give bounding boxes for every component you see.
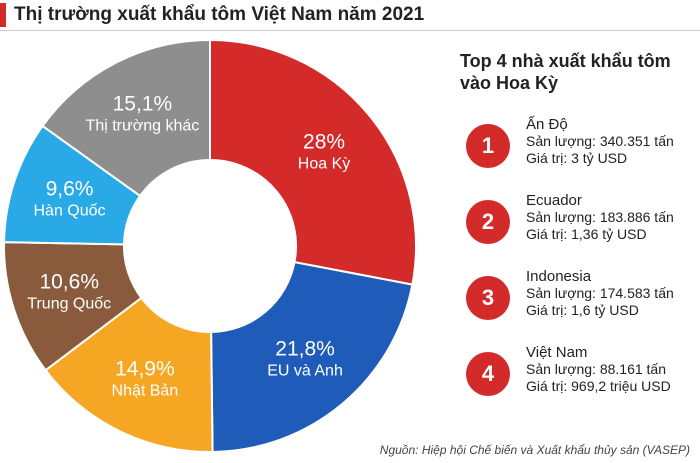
- exporter-value: Giá trị: 969,2 triệu USD: [526, 378, 671, 394]
- category-label: Trung Quốc: [27, 295, 112, 313]
- exporter-text: Ấn Độ Sản lượng: 340.351 tấn Giá trị: 3 tỷ…: [526, 116, 674, 167]
- category-label: Hoa Kỳ: [297, 155, 351, 173]
- category-label: Thị trường khác: [85, 117, 200, 135]
- exporter-text: Indonesia Sản lượng: 174.583 tấn Giá trị: …: [526, 268, 674, 319]
- rank-badge: 3: [466, 276, 510, 320]
- donut-slice: [44, 296, 214, 453]
- exporter-value: Giá trị: 1,6 tỷ USD: [526, 302, 639, 318]
- donut-slice: [209, 38, 417, 286]
- slice-label: 28% Hoa Kỳ: [264, 130, 384, 173]
- slice-label: 14,9% Nhật Bản: [85, 357, 205, 400]
- exporter-name: Ecuador: [526, 192, 582, 209]
- exporter-text: Việt Nam Sản lượng: 88.161 tấn Giá trị: 96…: [526, 344, 671, 395]
- title-bar: Thị trường xuất khẩu tôm Việt Nam năm 20…: [0, 0, 700, 31]
- chart-title: Thị trường xuất khẩu tôm Việt Nam năm 20…: [14, 4, 425, 25]
- rank-badge: 4: [466, 352, 510, 396]
- title-accent: [0, 3, 6, 27]
- slice-label: 9,6% Hàn Quốc: [10, 178, 130, 221]
- value-label: 28%: [303, 130, 346, 154]
- exporter-value: Giá trị: 3 tỷ USD: [526, 150, 628, 166]
- exporter-name: Indonesia: [526, 268, 592, 285]
- slice-label: 21,8% EU và Anh: [245, 338, 365, 381]
- value-label: 14,9%: [115, 357, 175, 381]
- exporter-text: Ecuador Sản lượng: 183.886 tấn Giá trị: 1,…: [526, 192, 674, 243]
- value-label: 10,6%: [39, 270, 99, 294]
- value-label: 21,8%: [275, 337, 335, 361]
- donut-slice: [41, 38, 211, 198]
- rank-badge: 1: [466, 124, 510, 168]
- slice-label: 15,1% Thị trường khác: [82, 93, 202, 136]
- panel-title: Top 4 nhà xuất khẩu tôm vào Hoa Kỳ: [460, 51, 671, 93]
- rank-badge: 2: [466, 200, 510, 244]
- exporter-volume: Sản lượng: 88.161 tấn: [526, 361, 666, 377]
- category-label: Nhật Bản: [111, 382, 179, 400]
- source: Nguồn: Hiệp hội Chế biến và Xuất khẩu th…: [379, 443, 690, 457]
- value-label: 15,1%: [112, 92, 173, 116]
- exporter-volume: Sản lượng: 174.583 tấn: [526, 285, 674, 301]
- chart: [3, 38, 417, 453]
- exporter-value: Giá trị: 1,36 tỷ USD: [526, 226, 647, 242]
- exporter-volume: Sản lượng: 183.886 tấn: [526, 209, 674, 225]
- category-label: EU và Anh: [267, 362, 343, 380]
- exporter-name: Ấn Độ: [526, 116, 568, 133]
- slice-label: 10,6% Trung Quốc: [9, 270, 129, 313]
- category-label: Hàn Quốc: [33, 202, 106, 220]
- exporter-volume: Sản lượng: 340.351 tấn: [526, 133, 674, 149]
- side-panel: Top 4 nhà xuất khẩu tôm vào Hoa Kỳ 1 Ấn Độ…: [460, 50, 700, 396]
- exporter-name: Việt Nam: [526, 344, 588, 361]
- donut-slice: [210, 260, 414, 453]
- value-label: 9,6%: [45, 177, 94, 201]
